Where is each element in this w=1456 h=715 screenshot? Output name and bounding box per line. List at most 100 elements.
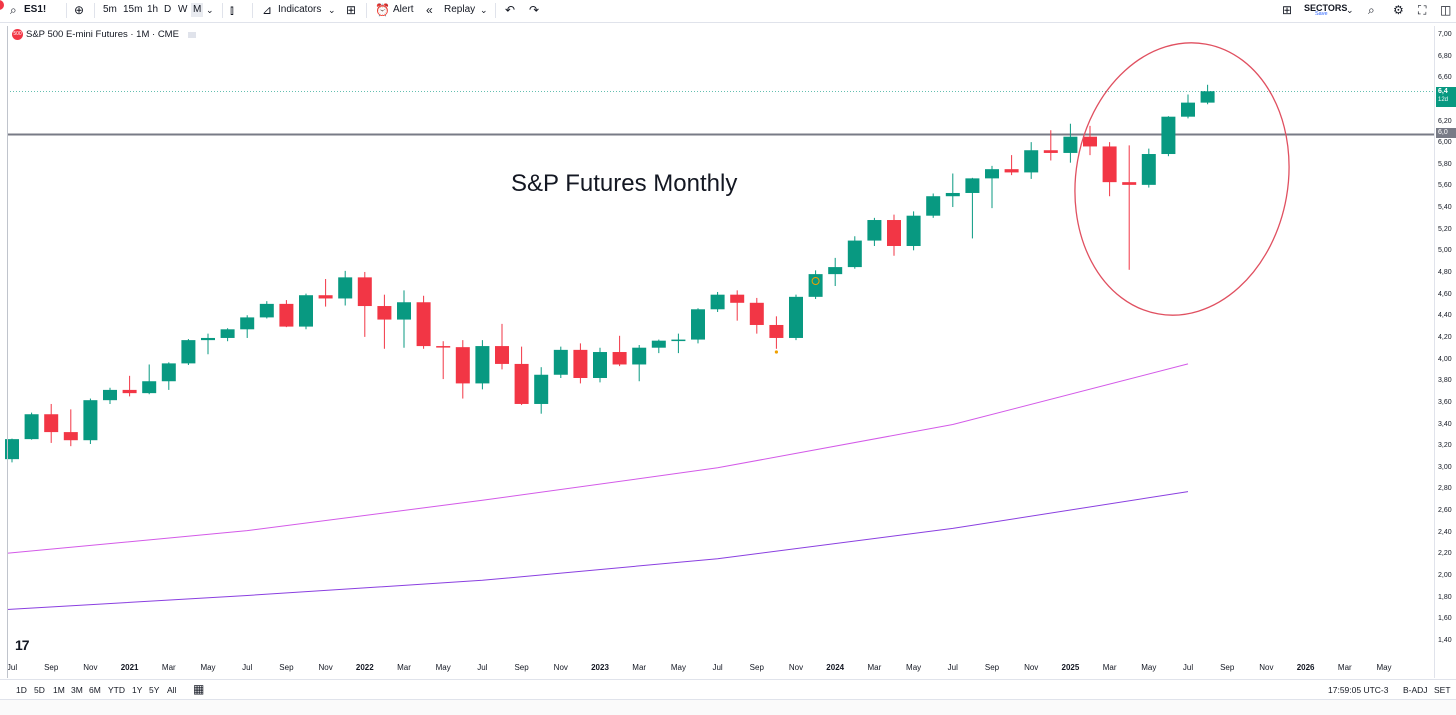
session-toggle[interactable]: SET xyxy=(1434,685,1451,695)
alert-icon[interactable]: ⏰ xyxy=(375,3,390,17)
candle-body xyxy=(455,347,470,384)
candle-2023-10 xyxy=(769,316,784,349)
bottom-panel-tabs xyxy=(0,699,1456,715)
price-axis-label: 4,60 xyxy=(1438,290,1452,298)
highlight-circle-annotation[interactable] xyxy=(1054,26,1310,333)
snapshot-camera-icon[interactable]: ◫ xyxy=(1440,3,1452,17)
interval-d[interactable]: D xyxy=(164,4,172,15)
candle-2022-04 xyxy=(416,295,431,349)
price-axis-label: 5,40 xyxy=(1438,204,1452,212)
candle-2023-01 xyxy=(593,347,607,383)
range-1m[interactable]: 1M xyxy=(53,685,65,695)
candle-body xyxy=(201,337,215,341)
candle-2025-08 xyxy=(1200,84,1215,105)
event-marker-dot[interactable] xyxy=(774,350,779,354)
candle-body xyxy=(965,178,980,193)
indicators-button[interactable]: Indicators xyxy=(278,4,322,15)
replay-button[interactable]: Replay xyxy=(444,4,476,15)
legend-title: S&P 500 E-mini Futures · 1M · CME xyxy=(26,29,179,41)
sectors-save-label[interactable]: Save xyxy=(1315,11,1328,17)
candle-body xyxy=(1024,150,1039,173)
moving-average-slow-line[interactable] xyxy=(6,491,1189,610)
candle-body xyxy=(847,240,862,268)
interval-1h[interactable]: 1h xyxy=(147,4,159,15)
time-axis-labels: Jul Sep Nov 2021 Mar May Jul Sep Nov 2022 Mar May Ju… xyxy=(7,663,1392,672)
symbol-search[interactable]: ES1! xyxy=(24,4,47,15)
clock-timezone[interactable]: 17:59:05 UTC-3 xyxy=(1328,685,1389,695)
range-ytd[interactable]: YTD xyxy=(108,685,125,695)
interval-w[interactable]: W xyxy=(178,4,188,15)
time-axis-label: May xyxy=(671,663,686,672)
legend-collapse-icon[interactable] xyxy=(187,31,196,38)
fullscreen-icon[interactable]: ⛶ xyxy=(1418,3,1427,17)
range-3m[interactable]: 3M xyxy=(71,685,83,695)
candle-2025-01 xyxy=(1063,123,1078,163)
candle-body xyxy=(789,296,803,338)
candle-2024-08 xyxy=(965,177,980,239)
interval-15m[interactable]: 15m xyxy=(123,4,143,15)
layout-grid-icon[interactable]: ⊞ xyxy=(1282,3,1293,17)
candle-2023-05 xyxy=(671,333,686,354)
event-marker-circle[interactable] xyxy=(811,277,820,285)
candle-2025-07 xyxy=(1181,94,1195,119)
range-5y[interactable]: 5Y xyxy=(149,685,160,695)
search-icon[interactable]: ⌕ xyxy=(10,3,17,17)
chevron-down-icon[interactable]: ⌄ xyxy=(206,5,214,15)
interval-5m[interactable]: 5m xyxy=(103,4,117,15)
text-annotation[interactable]: S&P Futures Monthly xyxy=(511,170,738,197)
candle-body xyxy=(5,439,19,460)
candle-body xyxy=(985,169,999,179)
interval-m[interactable]: M xyxy=(191,3,204,17)
price-axis-label: 2,80 xyxy=(1438,485,1452,493)
calendar-range-icon[interactable]: ▦ xyxy=(193,682,205,696)
candle-2022-02 xyxy=(377,294,392,349)
candle-2021-08 xyxy=(259,301,274,319)
replay-icon[interactable]: « xyxy=(426,3,433,17)
chevron-down-icon[interactable]: ⌄ xyxy=(480,5,488,15)
chart-legend[interactable]: 500 S&P 500 E-mini Futures · 1M · CME xyxy=(12,29,196,41)
range-all[interactable]: All xyxy=(167,685,177,695)
settings-gear-icon[interactable]: ⚙ xyxy=(1393,3,1404,17)
candle-body xyxy=(514,363,529,404)
horizontal-level-line[interactable] xyxy=(7,90,1434,136)
range-5d[interactable]: 5D xyxy=(34,685,45,695)
time-axis-label: Sep xyxy=(985,663,1000,672)
price-axis[interactable]: 7,00 6,80 6,60 6,20 6,00 5,80 5,60 5,40 5,20 5,00… xyxy=(1434,26,1456,678)
quick-search-icon[interactable]: ⌕ xyxy=(1368,3,1375,17)
layouts-icon[interactable]: ⊞ xyxy=(346,3,357,17)
indicators-icon[interactable]: ⊿ xyxy=(262,3,273,17)
candle-2022-03 xyxy=(397,290,411,348)
candle-body xyxy=(1200,91,1215,103)
range-1d[interactable]: 1D xyxy=(16,685,27,695)
chevron-down-icon[interactable]: ⌄ xyxy=(1346,5,1354,15)
range-1y[interactable]: 1Y xyxy=(132,685,143,695)
moving-average-fast-line[interactable] xyxy=(6,363,1189,554)
price-axis-label: 2,60 xyxy=(1438,507,1452,515)
candle-2023-08 xyxy=(730,290,745,321)
candle-body xyxy=(103,389,117,401)
candle-body xyxy=(553,349,568,375)
candle-2022-11 xyxy=(553,346,568,378)
redo-icon[interactable]: ↷ xyxy=(529,3,540,17)
sectors-button[interactable]: SECTORS xyxy=(1304,3,1348,13)
candle-body xyxy=(1004,169,1019,173)
undo-icon[interactable]: ↶ xyxy=(505,3,516,17)
candle-2020-08 xyxy=(24,412,39,440)
candles-icon[interactable]: ⫾ xyxy=(230,3,234,17)
candle-body xyxy=(945,192,960,197)
candle-body xyxy=(593,352,607,378)
candles xyxy=(5,84,1215,463)
bar-countdown: 12d xyxy=(1438,97,1449,103)
compare-add-icon[interactable]: ⊕ xyxy=(74,3,85,17)
candle-body xyxy=(279,303,294,327)
alert-button[interactable]: Alert xyxy=(393,4,414,15)
adjustment-toggle[interactable]: B-ADJ xyxy=(1403,685,1428,695)
candle-body xyxy=(1043,150,1058,153)
candle-2024-03 xyxy=(867,217,882,246)
price-axis-label: 2,00 xyxy=(1438,572,1452,579)
range-6m[interactable]: 6M xyxy=(89,685,101,695)
candle-2021-07 xyxy=(240,315,255,338)
chevron-down-icon[interactable]: ⌄ xyxy=(328,5,336,15)
candle-body xyxy=(122,389,137,394)
